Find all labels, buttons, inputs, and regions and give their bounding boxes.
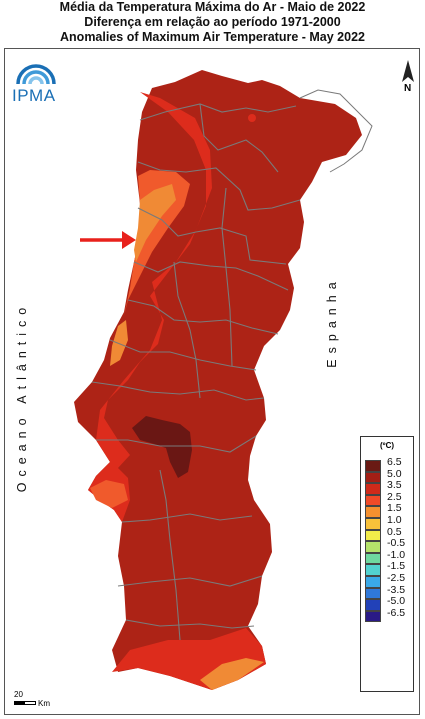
legend-swatch bbox=[365, 506, 381, 518]
scale-bar-graphic bbox=[14, 701, 36, 705]
legend-label: 0.5 bbox=[387, 525, 402, 538]
legend-label: 1.0 bbox=[387, 514, 402, 526]
legend-swatch bbox=[365, 587, 381, 600]
legend-label: -2.5 bbox=[387, 572, 406, 584]
title-line-3: Anomalies of Maximum Air Temperature - M… bbox=[60, 30, 365, 44]
legend-label: -1.5 bbox=[387, 560, 406, 573]
portugal-mainland bbox=[74, 70, 362, 690]
legend-swatch bbox=[365, 541, 381, 553]
legend-swatch bbox=[365, 564, 381, 576]
title-line-2: Diferença em relação ao período 1971-200… bbox=[84, 15, 341, 29]
legend: (ºC) 6.5 5.0 3.5 2.5 1.5 1.0 0.5 -0.5 -1.0 -1.5 -2… bbox=[360, 436, 414, 692]
legend-swatch bbox=[365, 576, 381, 588]
legend-swatch bbox=[365, 610, 381, 623]
ocean-label: Oceano Atlântico bbox=[15, 301, 29, 493]
legend-label: 3.5 bbox=[387, 479, 402, 492]
legend-label: -3.5 bbox=[387, 583, 406, 596]
legend-swatch bbox=[365, 518, 381, 530]
map-frame bbox=[4, 48, 420, 715]
ipma-logo-text: IPMA bbox=[12, 86, 56, 105]
legend-label: 1.5 bbox=[387, 502, 402, 515]
legend-label: -5.0 bbox=[387, 595, 406, 608]
legend-swatch bbox=[365, 483, 381, 495]
legend-swatch bbox=[365, 460, 381, 472]
legend-swatch bbox=[365, 529, 381, 542]
legend-swatch bbox=[365, 552, 381, 565]
legend-swatch bbox=[365, 599, 381, 611]
legend-swatch bbox=[365, 494, 381, 507]
legend-swatch bbox=[365, 471, 381, 484]
map-title-block: Média da Temperatura Máxima do Ar - Maio… bbox=[0, 0, 425, 45]
north-arrow-icon bbox=[402, 60, 414, 82]
spain-border bbox=[299, 89, 373, 173]
legend-label: 5.0 bbox=[387, 467, 402, 480]
scale-value: 20 bbox=[14, 690, 23, 699]
red-arrow-indicator bbox=[80, 231, 136, 249]
anomaly-hotspot-6-5 bbox=[132, 416, 192, 478]
legend-label: 6.5 bbox=[387, 456, 402, 468]
legend-label: 2.5 bbox=[387, 490, 402, 503]
anomaly-band-3-5 bbox=[88, 92, 212, 522]
anomaly-band-lisbon bbox=[90, 480, 128, 508]
legend-label: -1.0 bbox=[387, 548, 406, 561]
ipma-logo-icon bbox=[16, 64, 56, 85]
anomaly-band-1-5-coast bbox=[134, 184, 176, 262]
north-label: N bbox=[404, 83, 412, 94]
anomaly-band-2-5-south bbox=[200, 658, 264, 690]
anomaly-band-1-5-central bbox=[110, 320, 128, 366]
legend-label: -6.5 bbox=[387, 606, 406, 619]
scale-unit: Km bbox=[38, 699, 50, 708]
district-borders bbox=[91, 103, 301, 641]
title-line-1: Média da Temperatura Máxima do Ar - Maio… bbox=[59, 0, 366, 14]
anomaly-hotspot-small bbox=[248, 114, 256, 122]
legend-unit: (ºC) bbox=[379, 441, 395, 450]
legend-label: -0.5 bbox=[387, 537, 406, 550]
spain-label: Espanha bbox=[325, 276, 339, 368]
